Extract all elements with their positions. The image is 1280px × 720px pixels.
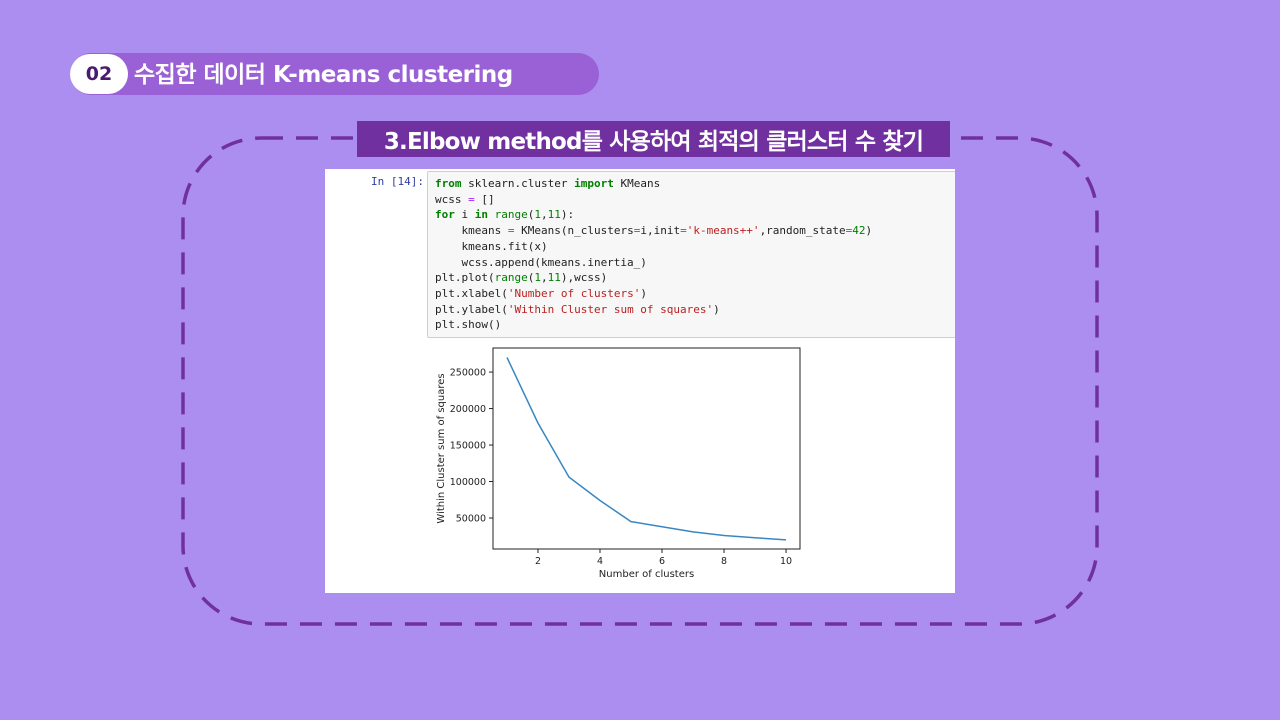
code-token: = [633, 224, 641, 238]
notebook-screenshot: In [14]: from sklearn.cluster import KMe… [325, 169, 955, 593]
y-tick-label: 50000 [456, 513, 486, 524]
plot-frame [492, 347, 801, 550]
code-token: ) [640, 286, 647, 300]
code-token: for [435, 208, 455, 222]
code-token: ( [527, 208, 535, 222]
code-token: KMeans [613, 177, 661, 190]
code-token: wcss.append(kmeans.inertia_) [435, 255, 647, 269]
code-token: ) [865, 224, 873, 238]
code-token: sklearn.cluster [461, 177, 575, 190]
code-token [488, 208, 495, 221]
y-tick-label: 100000 [450, 477, 486, 488]
code-token: from [435, 177, 462, 190]
code-cell[interactable]: from sklearn.cluster import KMeans wcss =… [427, 171, 955, 338]
code-line: from sklearn.cluster import KMeans [435, 176, 660, 192]
code-token: , [540, 271, 548, 285]
y-tick-label: 250000 [450, 368, 486, 379]
code-token: 1 [534, 208, 541, 222]
code-token: kmeans.fit(x) [435, 239, 548, 253]
x-tick-label: 6 [659, 556, 665, 567]
code-line: plt.xlabel('Number of clusters') [435, 286, 647, 302]
code-token: in [474, 208, 488, 222]
code-token: plt.xlabel( [435, 286, 508, 300]
code-token: ) [713, 302, 720, 316]
code-line: for i in range(1,11): [435, 207, 574, 223]
elbow-chart: 2 4 6 8 10 50000 100000 150000 200000 250000 Numbe… [436, 347, 801, 580]
code-token: i,init [640, 224, 681, 238]
code-token: plt.plot( [435, 271, 495, 285]
y-axis-label: Within Cluster sum of squares [436, 373, 447, 523]
code-token: = [507, 224, 515, 238]
code-token: ): [560, 208, 575, 222]
code-token: = [680, 224, 687, 238]
subtitle-text: 3.Elbow method를 사용하여 최적의 클러스터 수 찾기 [383, 129, 924, 155]
code-token: 'Within Cluster sum of squares' [507, 302, 714, 316]
code-line: kmeans.fit(x) [435, 239, 548, 255]
code-token: KMeans(n_clusters [514, 224, 634, 238]
x-tick-label: 10 [780, 556, 792, 567]
code-token: plt.ylabel( [435, 302, 508, 316]
code-token: 'Number of clusters' [507, 286, 641, 300]
series-line [506, 357, 787, 541]
code-token: plt.show() [435, 318, 502, 332]
code-token: 1 [534, 271, 541, 285]
code-token: ),wcss) [560, 271, 608, 285]
code-token: 11 [547, 271, 561, 285]
code-token: ( [527, 271, 535, 285]
x-axis-label: Number of clusters [599, 569, 694, 580]
code-token: 'k-means++' [686, 224, 760, 238]
code-token: [] [474, 192, 495, 206]
code-token: , [541, 208, 548, 222]
code-line: wcss.append(kmeans.inertia_) [435, 255, 647, 271]
x-tick-label: 8 [721, 556, 727, 567]
x-tick-label: 4 [597, 556, 603, 567]
code-token: wcss [435, 192, 469, 206]
code-line: kmeans = KMeans(n_clusters=i,init='k-mea… [435, 223, 872, 239]
code-token: kmeans [435, 224, 508, 238]
section-number-badge: 02 [70, 54, 128, 94]
code-token: 11 [547, 208, 561, 222]
section-title: 수집한 데이터 K-means clustering [134, 62, 513, 88]
code-line: plt.ylabel('Within Cluster sum of square… [435, 302, 720, 318]
y-tick-label: 150000 [450, 441, 486, 452]
code-token: ,random_state [759, 224, 846, 238]
code-line: plt.show() [435, 317, 501, 333]
code-line: plt.plot(range(1,11),wcss) [435, 270, 607, 286]
code-token: range [494, 271, 528, 285]
code-token: i [454, 208, 475, 222]
x-tick-label: 2 [535, 556, 541, 567]
subtitle-box: 3.Elbow method를 사용하여 최적의 클러스터 수 찾기 [357, 121, 950, 157]
code-line: wcss = [] [435, 192, 495, 208]
code-token: = [845, 224, 853, 238]
code-token: = [468, 192, 475, 206]
code-token: 42 [852, 224, 866, 238]
section-header-pill [70, 53, 599, 95]
y-tick-label: 200000 [450, 404, 486, 415]
code-token: import [574, 177, 614, 190]
code-token: range [494, 208, 528, 222]
cell-prompt: In [14]: [371, 175, 424, 188]
